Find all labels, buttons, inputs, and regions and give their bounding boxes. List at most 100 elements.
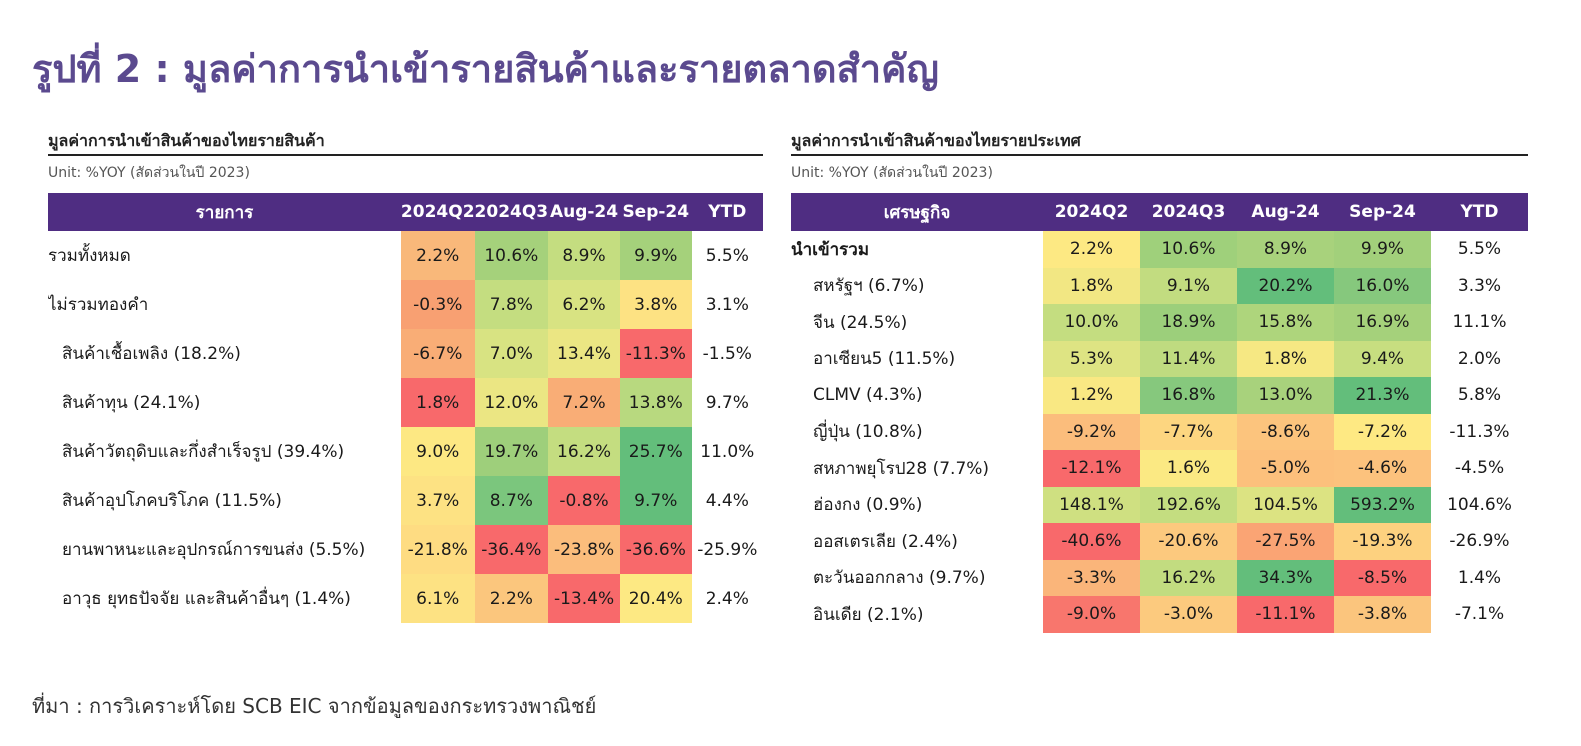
heat-cell: 9.9% — [619, 231, 692, 280]
column-header: YTD — [1431, 193, 1528, 231]
row-label: CLMV (4.3%) — [813, 385, 923, 406]
heat-cell: 7.8% — [474, 280, 549, 329]
row-label: สินค้าวัตถุดิบและกึ่งสำเร็จรูป (39.4%) — [62, 442, 345, 462]
heat-cell: -7.7% — [1140, 413, 1237, 450]
table-header-row: รายการ 2024Q2 2024Q3 Aug-24 Sep-24 YTD — [48, 193, 763, 231]
heat-cell: -27.5% — [1237, 523, 1334, 560]
heat-cell: 10.0% — [1043, 304, 1140, 341]
table-row: รวมทั้งหมด 2.2% 10.6% 8.9% 9.9% 5.5% — [48, 231, 763, 280]
heat-cell: -13.4% — [548, 574, 620, 623]
heat-cell: 2.2% — [1043, 231, 1140, 268]
column-header: 2024Q2 — [400, 193, 475, 231]
table-row: จีน (24.5%) 10.0% 18.9% 15.8% 16.9% 11.1% — [791, 304, 1528, 341]
row-label: นำเข้ารวม — [791, 239, 870, 260]
ytd-cell: 3.1% — [691, 280, 763, 329]
heat-cell: 9.4% — [1334, 340, 1431, 377]
row-label: สินค้าทุน (24.1%) — [62, 393, 201, 413]
heat-cell: 16.8% — [1140, 377, 1237, 414]
heat-cell: 9.7% — [619, 476, 692, 525]
heat-cell: -3.0% — [1140, 596, 1237, 633]
heat-cell: -4.6% — [1334, 450, 1431, 487]
table-row: สหภาพยุโรป28 (7.7%) -12.1% 1.6% -5.0% -4.6% -… — [791, 450, 1528, 487]
heat-cell: 34.3% — [1237, 559, 1334, 596]
ytd-cell: -25.9% — [691, 525, 763, 574]
row-label: อาเซียน5 (11.5%) — [813, 349, 956, 370]
row-label: สินค้าอุปโภคบริโภค (11.5%) — [62, 491, 282, 511]
row-label: ญี่ปุ่น (10.8%) — [813, 422, 923, 443]
table-row: อาเซียน5 (11.5%) 5.3% 11.4% 1.8% 9.4% 2.0% — [791, 340, 1528, 377]
heat-cell: -36.4% — [474, 525, 549, 574]
country-table-unit: Unit: %YOY (สัดส่วนในปี 2023) — [791, 165, 993, 181]
column-header: 2024Q3 — [1140, 193, 1237, 231]
heat-cell: 104.5% — [1237, 486, 1334, 523]
ytd-cell: 5.8% — [1431, 377, 1528, 414]
heat-cell: 13.0% — [1237, 377, 1334, 414]
column-header: Aug-24 — [548, 193, 620, 231]
heat-cell: 12.0% — [474, 378, 549, 427]
column-header-label: เศรษฐกิจ — [791, 193, 1043, 231]
product-import-table: รายการ 2024Q2 2024Q3 Aug-24 Sep-24 YTD รวมทั้… — [48, 193, 763, 623]
table-row: สินค้าเชื้อเพลิง (18.2%) -6.7% 7.0% 13.4% -1… — [48, 329, 763, 378]
heat-cell: 15.8% — [1237, 304, 1334, 341]
row-label: ตะวันออกกลาง (9.7%) — [813, 568, 986, 589]
heat-cell: 5.3% — [1043, 340, 1140, 377]
heat-cell: -12.1% — [1043, 450, 1140, 487]
heat-cell: 7.0% — [474, 329, 549, 378]
country-import-table: เศรษฐกิจ 2024Q2 2024Q3 Aug-24 Sep-24 YTD นำเข… — [791, 193, 1528, 633]
heat-cell: 8.9% — [548, 231, 620, 280]
heat-cell: 18.9% — [1140, 304, 1237, 341]
heat-cell: 1.8% — [1043, 267, 1140, 304]
ytd-cell: 11.0% — [691, 427, 763, 476]
heat-cell: 8.9% — [1237, 231, 1334, 268]
heat-cell: 6.1% — [400, 574, 475, 623]
heat-cell: 1.2% — [1043, 377, 1140, 414]
row-label: สหรัฐฯ (6.7%) — [813, 276, 925, 297]
ytd-cell: 2.0% — [1431, 340, 1528, 377]
table-row: ตะวันออกกลาง (9.7%) -3.3% 16.2% 34.3% -8.5% 1… — [791, 559, 1528, 596]
table-row: ไม่รวมทองคำ -0.3% 7.8% 6.2% 3.8% 3.1% — [48, 280, 763, 329]
heat-cell: -11.1% — [1237, 596, 1334, 633]
heat-cell: 21.3% — [1334, 377, 1431, 414]
heat-cell: -8.5% — [1334, 559, 1431, 596]
heat-cell: 25.7% — [619, 427, 692, 476]
heat-cell: 593.2% — [1334, 486, 1431, 523]
table-row: ญี่ปุ่น (10.8%) -9.2% -7.7% -8.6% -7.2% -11.3… — [791, 413, 1528, 450]
heat-cell: -6.7% — [400, 329, 475, 378]
heat-cell: -5.0% — [1237, 450, 1334, 487]
ytd-cell: 11.1% — [1431, 304, 1528, 341]
heat-cell: -3.3% — [1043, 559, 1140, 596]
heat-cell: 3.7% — [400, 476, 475, 525]
row-label: อาวุธ ยุทธปัจจัย และสินค้าอื่นๆ (1.4%) — [62, 589, 351, 609]
ytd-cell: 5.5% — [1431, 231, 1528, 268]
heat-cell: -36.6% — [619, 525, 692, 574]
column-header: 2024Q3 — [474, 193, 549, 231]
heat-cell: 6.2% — [548, 280, 620, 329]
product-table-panel: มูลค่าการนำเข้าสินค้าของไทยรายสินค้า Uni… — [48, 128, 763, 623]
heat-cell: -7.2% — [1334, 413, 1431, 450]
table-row: CLMV (4.3%) 1.2% 16.8% 13.0% 21.3% 5.8% — [791, 377, 1528, 414]
country-table-panel: มูลค่าการนำเข้าสินค้าของไทยรายประเทศ Uni… — [791, 128, 1528, 633]
table-row: สินค้าอุปโภคบริโภค (11.5%) 3.7% 8.7% -0.8% 9… — [48, 476, 763, 525]
ytd-cell: 9.7% — [691, 378, 763, 427]
table-row: ยานพาหนะและอุปกรณ์การขนส่ง (5.5%) -21.8% -… — [48, 525, 763, 574]
ytd-cell: -4.5% — [1431, 450, 1528, 487]
heat-cell: 16.0% — [1334, 267, 1431, 304]
heat-cell: 1.6% — [1140, 450, 1237, 487]
ytd-cell: -7.1% — [1431, 596, 1528, 633]
heat-cell: -20.6% — [1140, 523, 1237, 560]
table-row: นำเข้ารวม 2.2% 10.6% 8.9% 9.9% 5.5% — [791, 231, 1528, 268]
heat-cell: 148.1% — [1043, 486, 1140, 523]
row-label: ฮ่องกง (0.9%) — [813, 495, 923, 516]
row-label: จีน (24.5%) — [813, 312, 908, 333]
heat-cell: 1.8% — [1237, 340, 1334, 377]
table-row: อาวุธ ยุทธปัจจัย และสินค้าอื่นๆ (1.4%) 6.… — [48, 574, 763, 623]
heat-cell: 1.8% — [400, 378, 475, 427]
heat-cell: -0.3% — [400, 280, 475, 329]
table-row: สินค้าวัตถุดิบและกึ่งสำเร็จรูป (39.4%) 9.… — [48, 427, 763, 476]
row-label: สหภาพยุโรป28 (7.7%) — [813, 458, 990, 479]
ytd-cell: -1.5% — [691, 329, 763, 378]
heat-cell: 11.4% — [1140, 340, 1237, 377]
heat-cell: 20.2% — [1237, 267, 1334, 304]
heat-cell: 8.7% — [474, 476, 549, 525]
heat-cell: 2.2% — [474, 574, 549, 623]
